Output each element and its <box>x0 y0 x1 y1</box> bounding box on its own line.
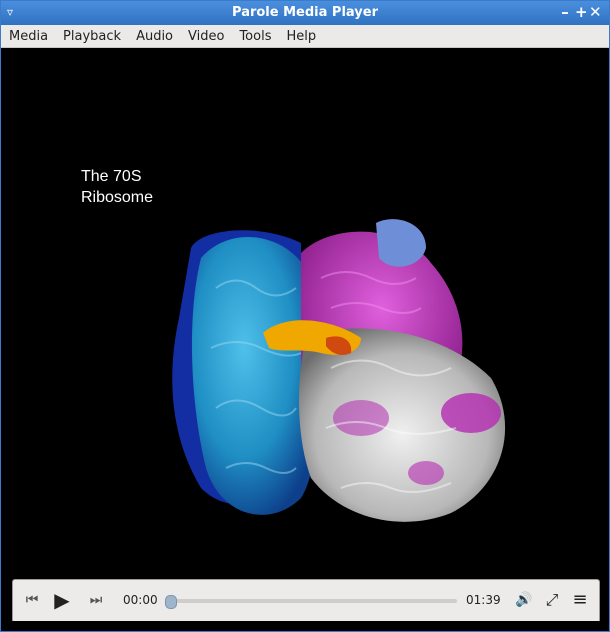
seek-bar[interactable] <box>165 595 457 609</box>
video-area[interactable]: The 70S Ribosome <box>1 48 609 578</box>
menu-video[interactable]: Video <box>188 29 225 44</box>
playback-controls: ⏮ ▶ ⏭ 00:00 01:39 🔊 ⤢ ≡ <box>12 579 600 623</box>
current-time: 00:00 <box>123 593 158 607</box>
volume-button[interactable]: 🔊 <box>513 589 535 611</box>
seek-handle[interactable] <box>165 595 177 609</box>
play-icon: ▶ <box>54 588 70 612</box>
menu-audio[interactable]: Audio <box>136 29 174 44</box>
duration: 01:39 <box>466 593 501 607</box>
next-button[interactable]: ⏭ <box>85 589 107 611</box>
speaker-icon: 🔊 <box>515 592 533 608</box>
menu-media[interactable]: Media <box>9 29 49 44</box>
skip-forward-icon: ⏭ <box>89 592 103 608</box>
bottom-border <box>1 621 609 631</box>
menu-tools[interactable]: Tools <box>239 29 272 44</box>
close-button[interactable]: ✕ <box>589 3 608 21</box>
playlist-button[interactable]: ≡ <box>569 589 591 611</box>
playlist-icon: ≡ <box>572 589 588 610</box>
window-title: Parole Media Player <box>232 5 378 20</box>
play-button[interactable]: ▶ <box>51 589 73 611</box>
window-controls: –+✕ <box>561 3 603 21</box>
menu-playback[interactable]: Playback <box>63 29 122 44</box>
fullscreen-icon: ⤢ <box>545 590 559 609</box>
minimize-button[interactable]: – <box>561 3 575 21</box>
previous-button[interactable]: ⏮ <box>21 589 43 611</box>
ribosome-image <box>172 219 506 522</box>
window-menu-icon[interactable]: ▿ <box>7 5 14 19</box>
skip-back-icon: ⏮ <box>25 592 39 608</box>
fullscreen-button[interactable]: ⤢ <box>541 589 563 611</box>
maximize-button[interactable]: + <box>575 3 594 21</box>
menu-bar: Media Playback Audio Video Tools Help <box>1 25 609 48</box>
menu-help[interactable]: Help <box>286 29 317 44</box>
video-caption: The 70S Ribosome <box>81 168 154 206</box>
title-bar[interactable]: ▿ Parole Media Player –+✕ <box>1 1 609 25</box>
